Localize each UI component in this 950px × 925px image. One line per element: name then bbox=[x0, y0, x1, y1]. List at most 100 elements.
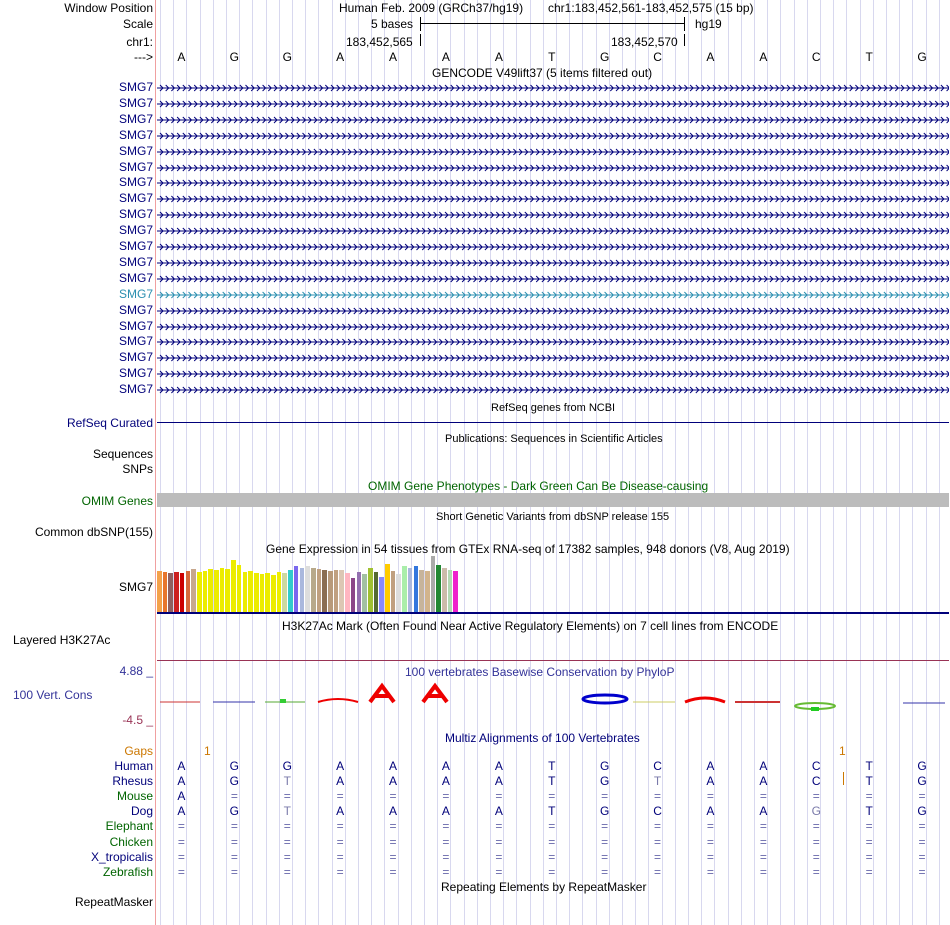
gtex-tissue-bar[interactable] bbox=[419, 570, 424, 612]
gencode-gene-feature[interactable] bbox=[157, 242, 949, 252]
multiz-track-title[interactable]: Multiz Alignments of 100 Vertebrates bbox=[445, 731, 640, 745]
gencode-gene-feature[interactable] bbox=[157, 178, 949, 188]
gtex-tissue-bar[interactable] bbox=[447, 570, 453, 612]
gencode-gene-feature[interactable] bbox=[157, 226, 949, 236]
gencode-gene-label[interactable]: SMG7 bbox=[118, 302, 153, 317]
gtex-tissue-bar[interactable] bbox=[367, 568, 373, 612]
gencode-gene-label[interactable]: SMG7 bbox=[118, 95, 153, 110]
gencode-gene-label[interactable]: SMG7 bbox=[118, 382, 153, 397]
gaps-label[interactable]: Gaps bbox=[124, 744, 153, 758]
gtex-tissue-bar[interactable] bbox=[219, 568, 225, 612]
h3k27ac-label[interactable]: Layered H3K27Ac bbox=[13, 633, 111, 647]
refseq-track-title[interactable]: RefSeq genes from NCBI bbox=[491, 402, 616, 414]
gencode-gene-feature[interactable] bbox=[157, 163, 949, 173]
gencode-gene-feature[interactable] bbox=[157, 99, 949, 109]
gtex-tissue-bar[interactable] bbox=[333, 570, 339, 612]
gtex-tissue-bar[interactable] bbox=[322, 570, 327, 612]
omim-gene-bar[interactable] bbox=[157, 493, 949, 507]
gtex-tissue-bar[interactable] bbox=[168, 573, 174, 612]
gencode-gene-label[interactable]: SMG7 bbox=[118, 111, 153, 126]
species-label[interactable]: Elephant bbox=[105, 819, 153, 834]
species-label[interactable]: Rhesus bbox=[112, 774, 153, 789]
gencode-gene-label[interactable]: SMG7 bbox=[118, 143, 153, 158]
omim-label[interactable]: OMIM Genes bbox=[81, 494, 153, 508]
gtex-tissue-bar[interactable] bbox=[442, 568, 447, 612]
gtex-tissue-bar[interactable] bbox=[305, 566, 310, 612]
gtex-tissue-bar[interactable] bbox=[310, 568, 316, 612]
refseq-gene-line[interactable] bbox=[157, 422, 949, 423]
gtex-tissue-bar[interactable] bbox=[231, 560, 236, 612]
gtex-tissue-bar[interactable] bbox=[276, 572, 282, 612]
species-label[interactable]: Chicken bbox=[109, 834, 153, 849]
gtex-tissue-bar[interactable] bbox=[185, 571, 191, 612]
gtex-tissue-bar[interactable] bbox=[299, 568, 305, 612]
gencode-gene-feature[interactable] bbox=[157, 194, 949, 204]
gtex-tissue-bar[interactable] bbox=[236, 565, 242, 612]
refseq-label[interactable]: RefSeq Curated bbox=[66, 416, 153, 430]
gencode-gene-label[interactable]: SMG7 bbox=[118, 223, 153, 238]
gtex-tissue-bar[interactable] bbox=[253, 573, 259, 612]
phylop-track-title[interactable]: 100 vertebrates Basewise Conservation by… bbox=[405, 665, 675, 679]
gencode-gene-feature[interactable] bbox=[157, 385, 949, 395]
gtex-tissue-bar[interactable] bbox=[265, 573, 270, 612]
phylop-logo[interactable] bbox=[155, 680, 950, 720]
gtex-tissue-bar[interactable] bbox=[407, 568, 413, 612]
publications-track-title[interactable]: Publications: Sequences in Scientific Ar… bbox=[445, 433, 663, 445]
gencode-gene-label[interactable]: SMG7 bbox=[118, 270, 153, 285]
gtex-tissue-bar[interactable] bbox=[271, 575, 276, 612]
dbsnp-track-title[interactable]: Short Genetic Variants from dbSNP releas… bbox=[436, 511, 670, 523]
gtex-tissue-bar[interactable] bbox=[424, 571, 430, 612]
gencode-gene-label[interactable]: SMG7 bbox=[118, 175, 153, 190]
gencode-gene-label[interactable]: SMG7 bbox=[118, 159, 153, 174]
gtex-tissue-bar[interactable] bbox=[282, 573, 288, 612]
gencode-gene-label[interactable]: SMG7 bbox=[118, 191, 153, 206]
species-label[interactable]: Human bbox=[114, 759, 153, 773]
gencode-gene-label[interactable]: SMG7 bbox=[118, 286, 153, 301]
gtex-tissue-bar[interactable] bbox=[373, 572, 379, 612]
gtex-tissue-bar[interactable] bbox=[328, 571, 333, 612]
phylop-label[interactable]: 100 Vert. Cons bbox=[13, 688, 93, 702]
gencode-gene-feature[interactable] bbox=[157, 322, 949, 332]
gtex-tissue-bar[interactable] bbox=[214, 570, 219, 612]
gencode-gene-feature[interactable] bbox=[157, 306, 949, 316]
gtex-tissue-bar[interactable] bbox=[345, 573, 350, 612]
gtex-label[interactable]: SMG7 bbox=[118, 580, 153, 594]
gencode-gene-label[interactable]: SMG7 bbox=[118, 350, 153, 365]
gtex-tissue-bar[interactable] bbox=[293, 566, 299, 612]
gtex-tissue-bar[interactable] bbox=[385, 564, 390, 612]
gtex-track-title[interactable]: Gene Expression in 54 tissues from GTEx … bbox=[266, 542, 790, 556]
omim-track-title[interactable]: OMIM Gene Phenotypes - Dark Green Can Be… bbox=[368, 479, 709, 493]
gtex-tissue-bar[interactable] bbox=[339, 570, 345, 612]
gtex-tissue-bar[interactable] bbox=[225, 569, 231, 612]
gtex-tissue-bar[interactable] bbox=[362, 574, 367, 612]
gtex-tissue-bar[interactable] bbox=[157, 571, 162, 612]
gencode-gene-feature[interactable] bbox=[157, 131, 949, 141]
gencode-gene-feature[interactable] bbox=[157, 210, 949, 220]
gtex-tissue-bar[interactable] bbox=[174, 572, 179, 612]
gencode-gene-label[interactable]: SMG7 bbox=[118, 254, 153, 269]
gtex-tissue-bar[interactable] bbox=[162, 572, 168, 612]
gtex-tissue-bar[interactable] bbox=[208, 569, 213, 612]
gencode-gene-feature[interactable] bbox=[157, 274, 949, 284]
gencode-gene-label[interactable]: SMG7 bbox=[118, 239, 153, 253]
gencode-gene-label[interactable]: SMG7 bbox=[118, 207, 153, 222]
gencode-gene-label[interactable]: SMG7 bbox=[118, 334, 153, 349]
h3k27ac-track-title[interactable]: H3K27Ac Mark (Often Found Near Active Re… bbox=[282, 619, 779, 633]
gtex-tissue-bar[interactable] bbox=[191, 569, 196, 612]
gencode-track-title[interactable]: GENCODE V49lift37 (5 items filtered out) bbox=[432, 66, 653, 80]
gtex-tissue-bar[interactable] bbox=[248, 571, 253, 612]
gtex-tissue-bar[interactable] bbox=[390, 571, 396, 612]
gencode-gene-label[interactable]: SMG7 bbox=[118, 127, 153, 142]
gencode-gene-feature[interactable] bbox=[157, 83, 949, 93]
gtex-tissue-bar[interactable] bbox=[350, 578, 356, 612]
gtex-tissue-bar[interactable] bbox=[259, 574, 265, 612]
gtex-tissue-bar[interactable] bbox=[356, 572, 362, 612]
gtex-tissue-bar[interactable] bbox=[202, 571, 208, 612]
gtex-tissue-bar[interactable] bbox=[316, 569, 322, 612]
repeatmasker-track-title[interactable]: Repeating Elements by RepeatMasker bbox=[441, 880, 647, 894]
sequences-label[interactable]: Sequences bbox=[92, 447, 153, 461]
gtex-tissue-bar[interactable] bbox=[402, 566, 407, 612]
gencode-gene-label[interactable]: SMG7 bbox=[118, 318, 153, 333]
gtex-tissue-bar[interactable] bbox=[430, 556, 436, 612]
gtex-tissue-bar[interactable] bbox=[242, 572, 248, 612]
